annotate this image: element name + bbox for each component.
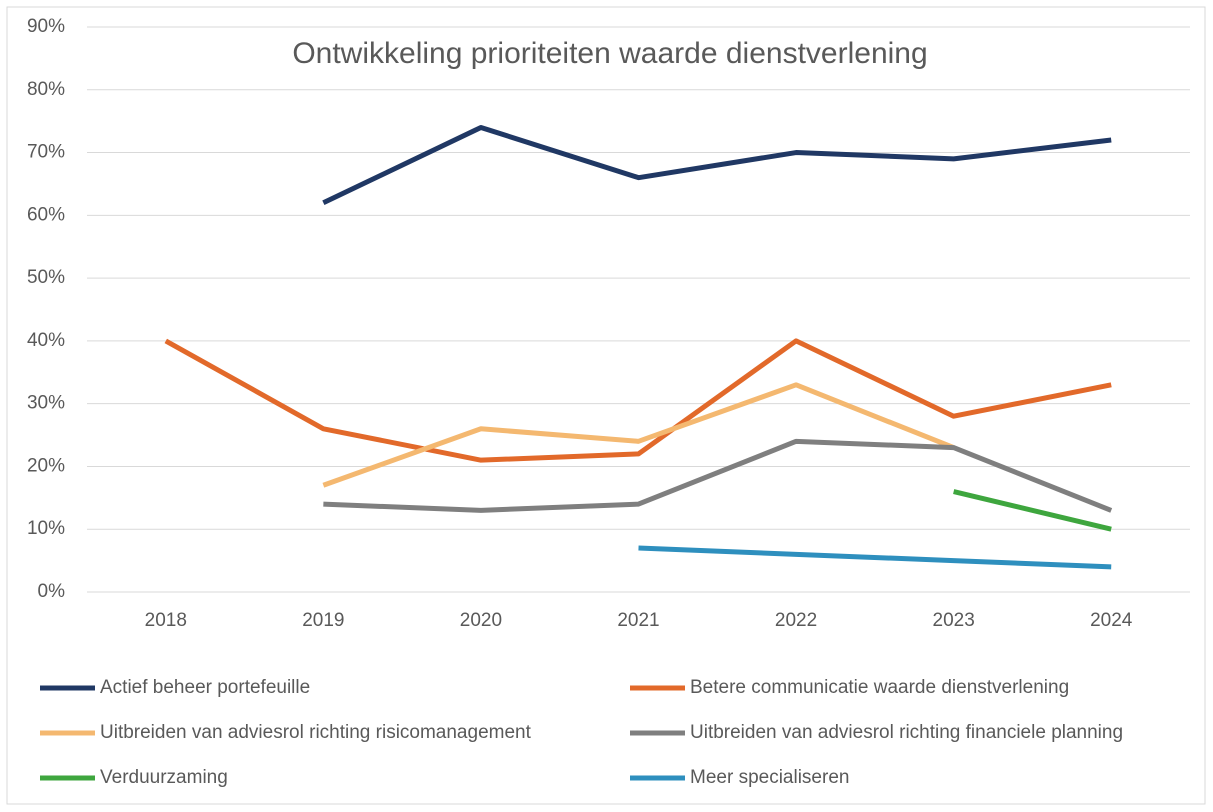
y-tick-label: 40% xyxy=(27,330,65,351)
y-tick-label: 30% xyxy=(27,393,65,414)
y-tick-label: 80% xyxy=(27,79,65,100)
series-line xyxy=(323,438,1113,513)
series-line xyxy=(164,338,1112,463)
x-tick-label: 2020 xyxy=(460,610,502,631)
chart-title: Ontwikkeling prioriteiten waarde dienstv… xyxy=(292,37,927,70)
x-tick-label: 2019 xyxy=(302,610,344,631)
y-tick-label: 90% xyxy=(27,16,65,37)
x-tick-label: 2023 xyxy=(933,610,975,631)
series-line xyxy=(638,545,1112,570)
legend-label: Verduurzaming xyxy=(100,767,228,788)
series-line xyxy=(953,489,1112,532)
legend-label: Actief beheer portefeuille xyxy=(100,677,310,698)
y-tick-label: 20% xyxy=(27,455,65,476)
y-tick-label: 0% xyxy=(38,581,66,602)
legend-label: Meer specialiseren xyxy=(690,767,849,788)
y-tick-label: 70% xyxy=(27,142,65,163)
y-tick-label: 50% xyxy=(27,267,65,288)
legend-label: Uitbreiden van adviesrol richting financ… xyxy=(690,722,1123,743)
legend-label: Uitbreiden van adviesrol richting risico… xyxy=(100,722,532,743)
legend-label: Betere communicatie waarde dienstverleni… xyxy=(690,677,1069,698)
x-tick-label: 2021 xyxy=(617,610,659,631)
series-line xyxy=(322,124,1112,206)
y-tick-label: 60% xyxy=(27,204,65,225)
y-tick-label: 10% xyxy=(27,518,65,539)
x-tick-label: 2022 xyxy=(775,610,817,631)
x-tick-label: 2024 xyxy=(1090,610,1133,631)
x-tick-label: 2018 xyxy=(145,610,187,631)
series-line xyxy=(322,382,955,488)
